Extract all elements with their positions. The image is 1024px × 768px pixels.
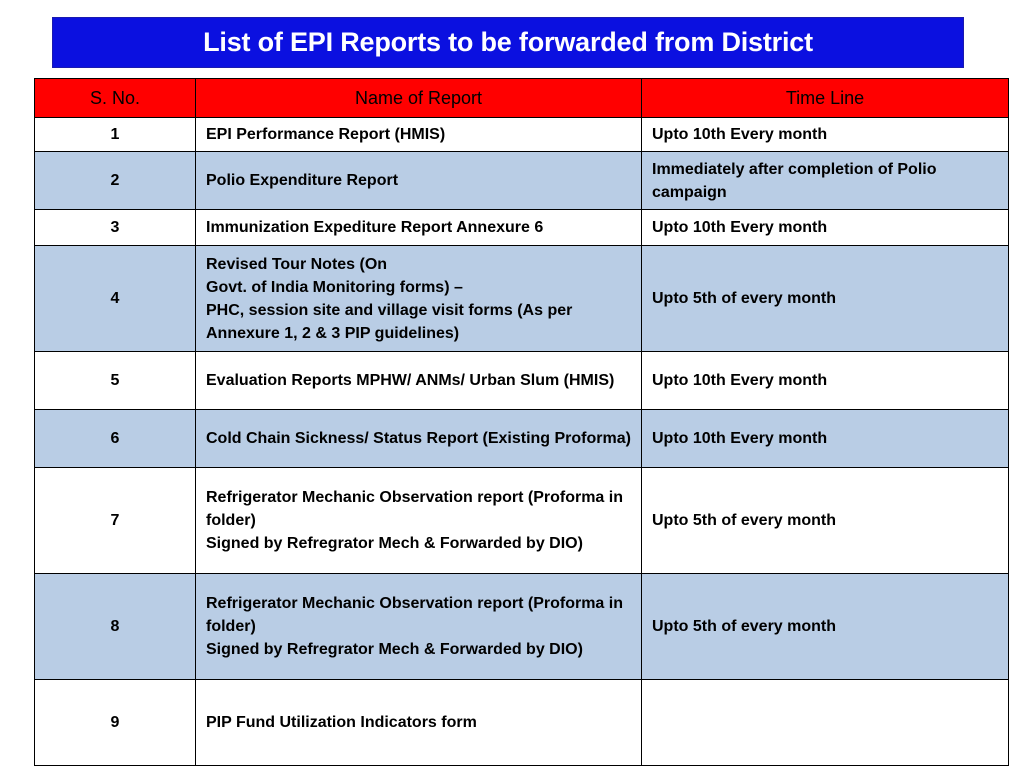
cell-report-name: Cold Chain Sickness/ Status Report (Exis… [195, 409, 642, 468]
cell-report-name: EPI Performance Report (HMIS) [195, 117, 642, 152]
table-row: 8 Refrigerator Mechanic Observation repo… [34, 573, 1009, 680]
report-name-line: Signed by Refregrator Mech & Forwarded b… [206, 535, 583, 552]
table-row: 4 Revised Tour Notes (On Govt. of India … [34, 245, 1009, 352]
cell-timeline [641, 679, 1009, 766]
cell-timeline: Upto 10th Every month [641, 409, 1009, 468]
cell-report-name: Immunization Expediture Report Annexure … [195, 209, 642, 246]
cell-sno: 5 [34, 351, 196, 410]
report-name-line: PHC, session site and village visit form… [206, 301, 573, 342]
report-name-line: Revised Tour Notes (On [206, 255, 388, 273]
table-row: 5 Evaluation Reports MPHW/ ANMs/ Urban S… [34, 351, 1009, 410]
cell-sno: 1 [34, 117, 196, 152]
report-name-line: Refrigerator Mechanic Observation report… [206, 489, 623, 529]
report-name-line: PIP Fund Utilization Indicators form [206, 714, 477, 731]
table-row: 9 PIP Fund Utilization Indicators form [34, 679, 1009, 766]
page-title: List of EPI Reports to be forwarded from… [203, 27, 813, 57]
table-header-row: S. No. Name of Report Time Line [34, 78, 1009, 118]
cell-sno: 3 [34, 209, 196, 246]
table-row: 6 Cold Chain Sickness/ Status Report (Ex… [34, 409, 1009, 468]
cell-sno: 8 [34, 573, 196, 680]
cell-timeline: Upto 10th Every month [641, 209, 1009, 246]
cell-timeline: Upto 10th Every month [641, 117, 1009, 152]
header-name: Name of Report [195, 78, 642, 118]
report-name-line: Signed by Refregrator Mech & Forwarded b… [206, 641, 583, 658]
cell-report-name: Refrigerator Mechanic Observation report… [195, 467, 642, 574]
report-name-line: Evaluation Reports MPHW/ ANMs/ Urban Slu… [206, 372, 615, 389]
cell-timeline: Immediately after completion of Polio ca… [641, 151, 1009, 210]
cell-report-name: Revised Tour Notes (On Govt. of India Mo… [195, 245, 642, 352]
cell-timeline: Upto 10th Every month [641, 351, 1009, 410]
cell-report-name: Evaluation Reports MPHW/ ANMs/ Urban Slu… [195, 351, 642, 410]
cell-report-name: Polio Expenditure Report [195, 151, 642, 210]
report-name-line: Govt. of India Monitoring forms) – [206, 278, 463, 296]
cell-sno: 7 [34, 467, 196, 574]
report-name-line: Polio Expenditure Report [206, 172, 399, 189]
table-row: 7 Refrigerator Mechanic Observation repo… [34, 467, 1009, 574]
report-name-line: Refrigerator Mechanic Observation report… [206, 595, 623, 635]
reports-table: S. No. Name of Report Time Line 1 EPI Pe… [34, 78, 1009, 766]
table-row: 3 Immunization Expediture Report Annexur… [34, 209, 1009, 246]
cell-timeline: Upto 5th of every month [641, 245, 1009, 352]
header-sno: S. No. [34, 78, 196, 118]
cell-sno: 2 [34, 151, 196, 210]
table-row: 1 EPI Performance Report (HMIS) Upto 10t… [34, 117, 1009, 152]
title-banner: List of EPI Reports to be forwarded from… [52, 17, 964, 68]
header-timeline: Time Line [641, 78, 1009, 118]
table-row: 2 Polio Expenditure Report Immediately a… [34, 151, 1009, 210]
cell-timeline: Upto 5th of every month [641, 467, 1009, 574]
cell-sno: 4 [34, 245, 196, 352]
cell-report-name: PIP Fund Utilization Indicators form [195, 679, 642, 766]
cell-report-name: Refrigerator Mechanic Observation report… [195, 573, 642, 680]
report-name-line: Immunization Expediture Report Annexure … [206, 219, 544, 236]
report-name-line: Cold Chain Sickness/ Status Report (Exis… [206, 430, 631, 447]
cell-sno: 9 [34, 679, 196, 766]
cell-sno: 6 [34, 409, 196, 468]
report-name-line: EPI Performance Report (HMIS) [206, 126, 446, 143]
cell-timeline: Upto 5th of every month [641, 573, 1009, 680]
